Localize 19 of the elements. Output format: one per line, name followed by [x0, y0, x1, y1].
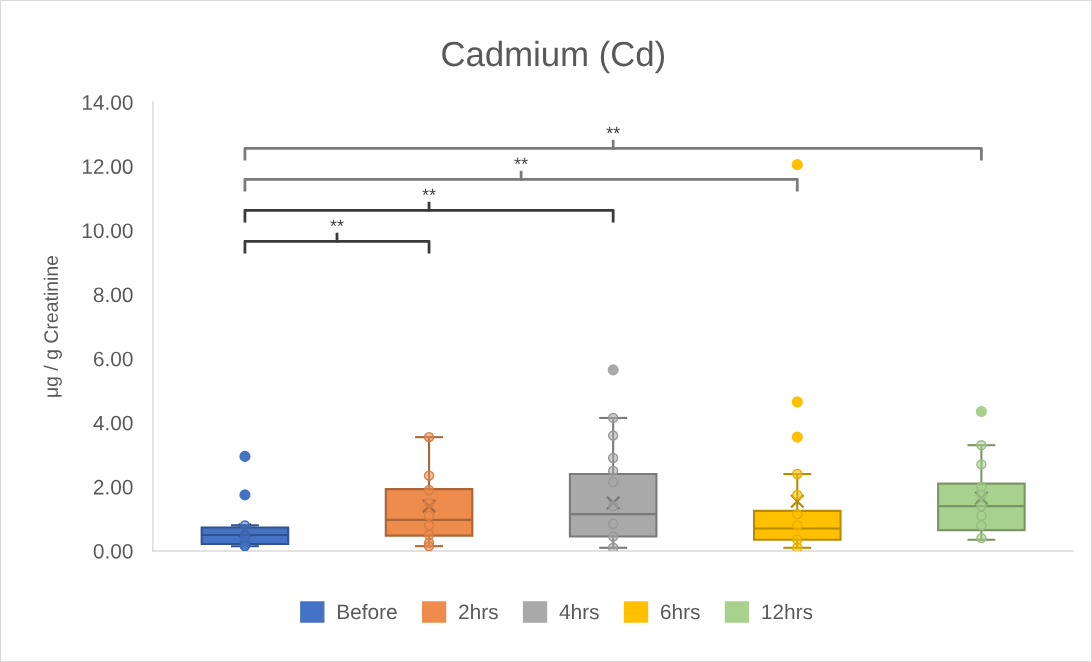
y-axis-title: μg / g Creatinine: [43, 255, 62, 397]
legend-label: 12hrs: [762, 603, 813, 620]
chart-title: Cadmium (Cd): [442, 40, 665, 74]
y-tick-label: 8.00: [93, 287, 133, 303]
y-tick-label: 4.00: [93, 415, 133, 431]
legend-label: Before: [337, 603, 397, 620]
y-tick-label: 0.00: [93, 543, 133, 559]
y-tick-label: 14.00: [82, 95, 133, 110]
y-tick-label: 12.00: [82, 159, 133, 175]
y-tick-label: 10.00: [82, 223, 133, 239]
annotation: **: [330, 219, 344, 227]
annotation: **: [422, 188, 436, 196]
legend-label: 6hrs: [661, 603, 700, 620]
legend-label: 2hrs: [459, 603, 498, 620]
annotation: **: [514, 157, 528, 165]
annotation: **: [606, 126, 620, 134]
y-tick-label: 2.00: [93, 479, 133, 495]
y-tick-label: 6.00: [93, 351, 133, 367]
legend-label: 4hrs: [559, 603, 599, 620]
